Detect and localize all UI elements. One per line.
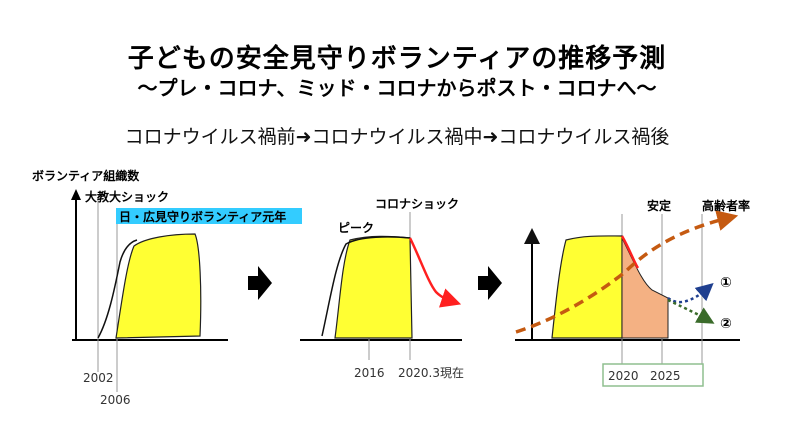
decline-curve [408, 237, 462, 308]
arrow-right-1 [248, 266, 272, 300]
arrow-right-2 [478, 266, 502, 300]
volunteer-area [334, 235, 413, 339]
scenario-2-label: ② [720, 316, 732, 332]
tick-2020: 2020.3現在 [398, 366, 464, 380]
scenario-1-line [667, 283, 714, 304]
tick-2002: 2002 [83, 371, 114, 385]
event-label: 大教大ショック [85, 189, 169, 204]
tick-2025: 2025 [650, 369, 681, 383]
y-axis-arrow [71, 189, 81, 200]
panel-post-corona: 安定 高齢者率 ① ② 2020 2025 [515, 198, 750, 387]
tick-2020: 2020 [608, 369, 639, 383]
decline-curve [620, 235, 640, 269]
phase-flow: コロナウイルス禍前➜コロナウイルス禍中➜コロナウイルス禍後 [124, 126, 670, 148]
peak-label: ピーク [338, 221, 374, 235]
volunteer-area [115, 233, 202, 339]
y-axis-label: ボランティア組織数 [32, 168, 140, 183]
scenario-1-label: ① [720, 275, 732, 291]
tick-2016: 2016 [354, 366, 385, 380]
page-subtitle: 〜プレ・コロナ、ミッド・コロナからポスト・コロナへ〜 [137, 76, 657, 100]
highlight-box [116, 208, 302, 224]
aging-label: 高齢者率 [702, 198, 750, 213]
peak-curve [321, 236, 411, 337]
highlight-label: 日・広見守りボランティア元年 [119, 209, 286, 224]
shock-label: コロナショック [375, 197, 459, 211]
panel-pre-corona: ボランティア組織数 大教大ショック 日・広見守りボランティア元年 2002 20… [32, 168, 302, 407]
page-title: 子どもの安全見守りボランティアの推移予測 [127, 44, 667, 74]
stable-label: 安定 [647, 198, 671, 213]
growth-curve [97, 239, 138, 339]
tick-2006: 2006 [100, 393, 131, 407]
panel-mid-corona: ピーク コロナショック 2016 2020.3現在 [300, 197, 464, 380]
volunteer-area [551, 235, 623, 339]
aging-rate-line [515, 210, 739, 334]
year-box [602, 363, 704, 387]
